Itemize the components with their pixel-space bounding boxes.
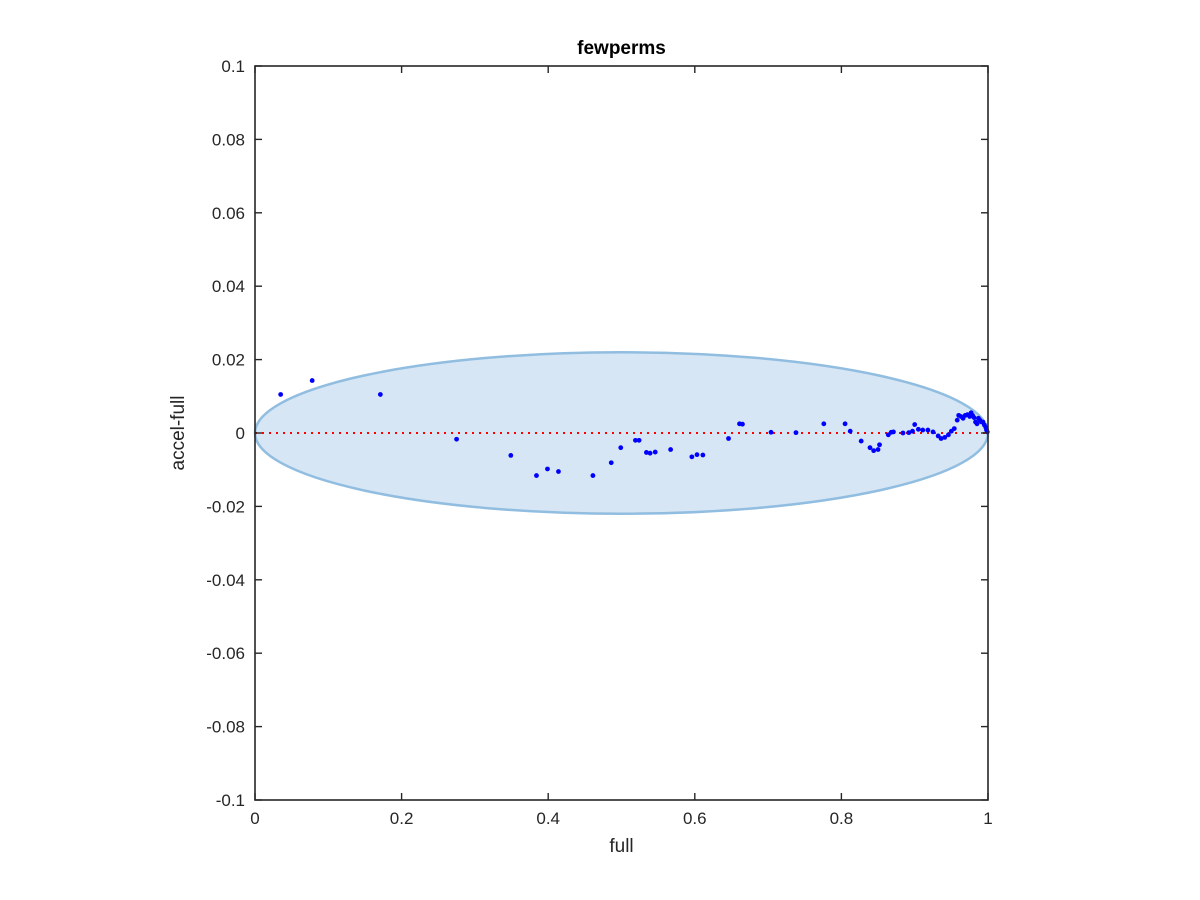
data-point (454, 436, 459, 442)
y-tick-label: 0.04 (212, 277, 245, 296)
data-point (910, 428, 915, 434)
data-point (545, 466, 550, 472)
y-tick-label: 0.06 (212, 204, 245, 223)
data-point (915, 426, 921, 432)
x-axis-label: full (609, 836, 633, 857)
data-point (900, 430, 906, 436)
data-point (912, 422, 918, 427)
data-point (821, 421, 827, 427)
data-point (793, 430, 799, 436)
x-tick-label: 0.2 (390, 809, 414, 828)
data-point (920, 427, 926, 433)
data-point (867, 445, 873, 451)
data-point (942, 435, 948, 440)
y-tick-label: 0.1 (221, 57, 245, 76)
data-point (534, 473, 539, 478)
data-point (309, 378, 315, 383)
data-point (974, 421, 980, 427)
y-tick-label: -0.08 (206, 718, 245, 737)
data-point (278, 392, 284, 397)
x-tick-label: 0.6 (683, 809, 707, 828)
data-point (951, 426, 957, 431)
data-point (768, 429, 774, 435)
data-point (689, 454, 695, 460)
data-point (847, 428, 853, 434)
y-tick-label: -0.06 (206, 644, 245, 663)
y-tick-label: -0.1 (216, 791, 245, 810)
data-point (652, 449, 658, 455)
chart-title: fewperms (577, 38, 666, 59)
data-point (858, 438, 864, 444)
data-point (842, 421, 848, 427)
data-point (633, 437, 638, 443)
data-point (700, 452, 706, 458)
y-axis-label: accel-full (168, 396, 189, 471)
data-point (556, 469, 561, 474)
data-point (694, 452, 700, 458)
y-tick-label: 0.02 (212, 351, 245, 370)
data-point (938, 436, 944, 441)
data-point (636, 437, 642, 443)
data-point (971, 415, 977, 420)
data-point (726, 436, 731, 441)
data-point (668, 447, 674, 452)
ticks-layer: 0 0.2 0.4 0.6 0.8 1 -0.1 -0.08 -0.06 -0.04 -0.02 0 0… (206, 57, 992, 828)
data-point (877, 442, 882, 448)
x-tick-label: 0 (250, 809, 259, 828)
data-point (377, 392, 383, 397)
data-point (925, 427, 931, 433)
x-tick-label: 0.8 (830, 809, 854, 828)
data-point (508, 452, 514, 458)
data-point (618, 445, 624, 451)
data-point (891, 429, 896, 435)
data-point (906, 430, 912, 436)
data-point (647, 450, 653, 456)
data-point (871, 448, 877, 454)
data-point (644, 450, 649, 455)
data-point (740, 421, 745, 427)
data-point (954, 417, 960, 423)
x-tick-label: 1 (983, 809, 992, 828)
y-tick-label: 0.08 (212, 130, 245, 149)
x-tick-label: 0.4 (536, 809, 560, 828)
data-point (875, 447, 881, 452)
data-point (946, 432, 951, 438)
y-tick-label: 0 (236, 424, 245, 443)
data-point (608, 460, 614, 466)
y-tick-label: -0.02 (206, 497, 245, 516)
data-point (930, 429, 936, 435)
y-tick-label: -0.04 (206, 571, 245, 590)
data-point (590, 473, 596, 478)
